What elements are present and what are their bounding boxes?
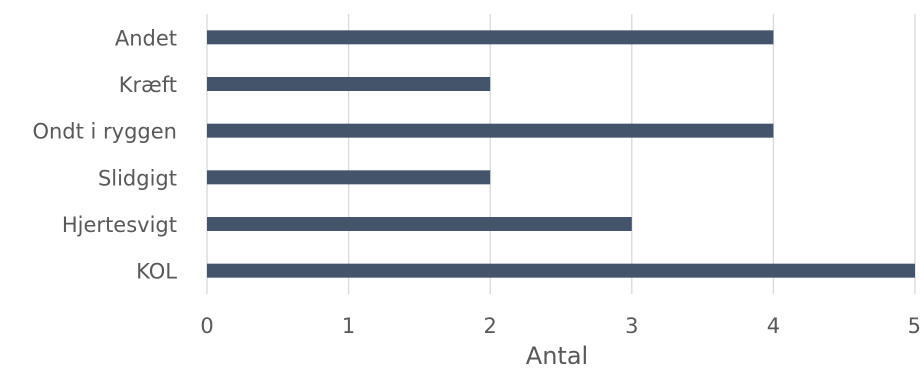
category-labels: Andet Kræft Ondt i ryggen Slidgigt Hjertesvi… [32, 26, 177, 283]
x-tick-label: 3 [625, 314, 638, 338]
bar-kræft [207, 77, 491, 91]
category-label: KOL [136, 260, 177, 284]
x-tick-label: 4 [767, 314, 780, 338]
x-axis-title: Antal [526, 342, 588, 370]
category-label: Ondt i ryggen [32, 120, 177, 144]
gridlines [206, 14, 916, 294]
category-label: Hjertesvigt [62, 213, 177, 237]
category-label: Slidgigt [98, 166, 177, 190]
category-label: Andet [115, 26, 177, 50]
x-tick-label: 5 [908, 314, 921, 338]
bar-andet [207, 30, 774, 45]
bar-hjertesvigt [207, 217, 632, 231]
x-tick-label: 2 [484, 314, 497, 338]
x-tick-label: 1 [342, 314, 355, 338]
x-tick-labels: 0 1 2 3 4 5 [200, 314, 921, 338]
bar-kol [207, 263, 915, 278]
bar-ondt-i-ryggen [207, 123, 774, 138]
category-label: Kræft [119, 73, 177, 97]
bars [207, 30, 915, 278]
x-tick-label: 0 [200, 314, 213, 338]
bar-slidgigt [207, 170, 491, 185]
